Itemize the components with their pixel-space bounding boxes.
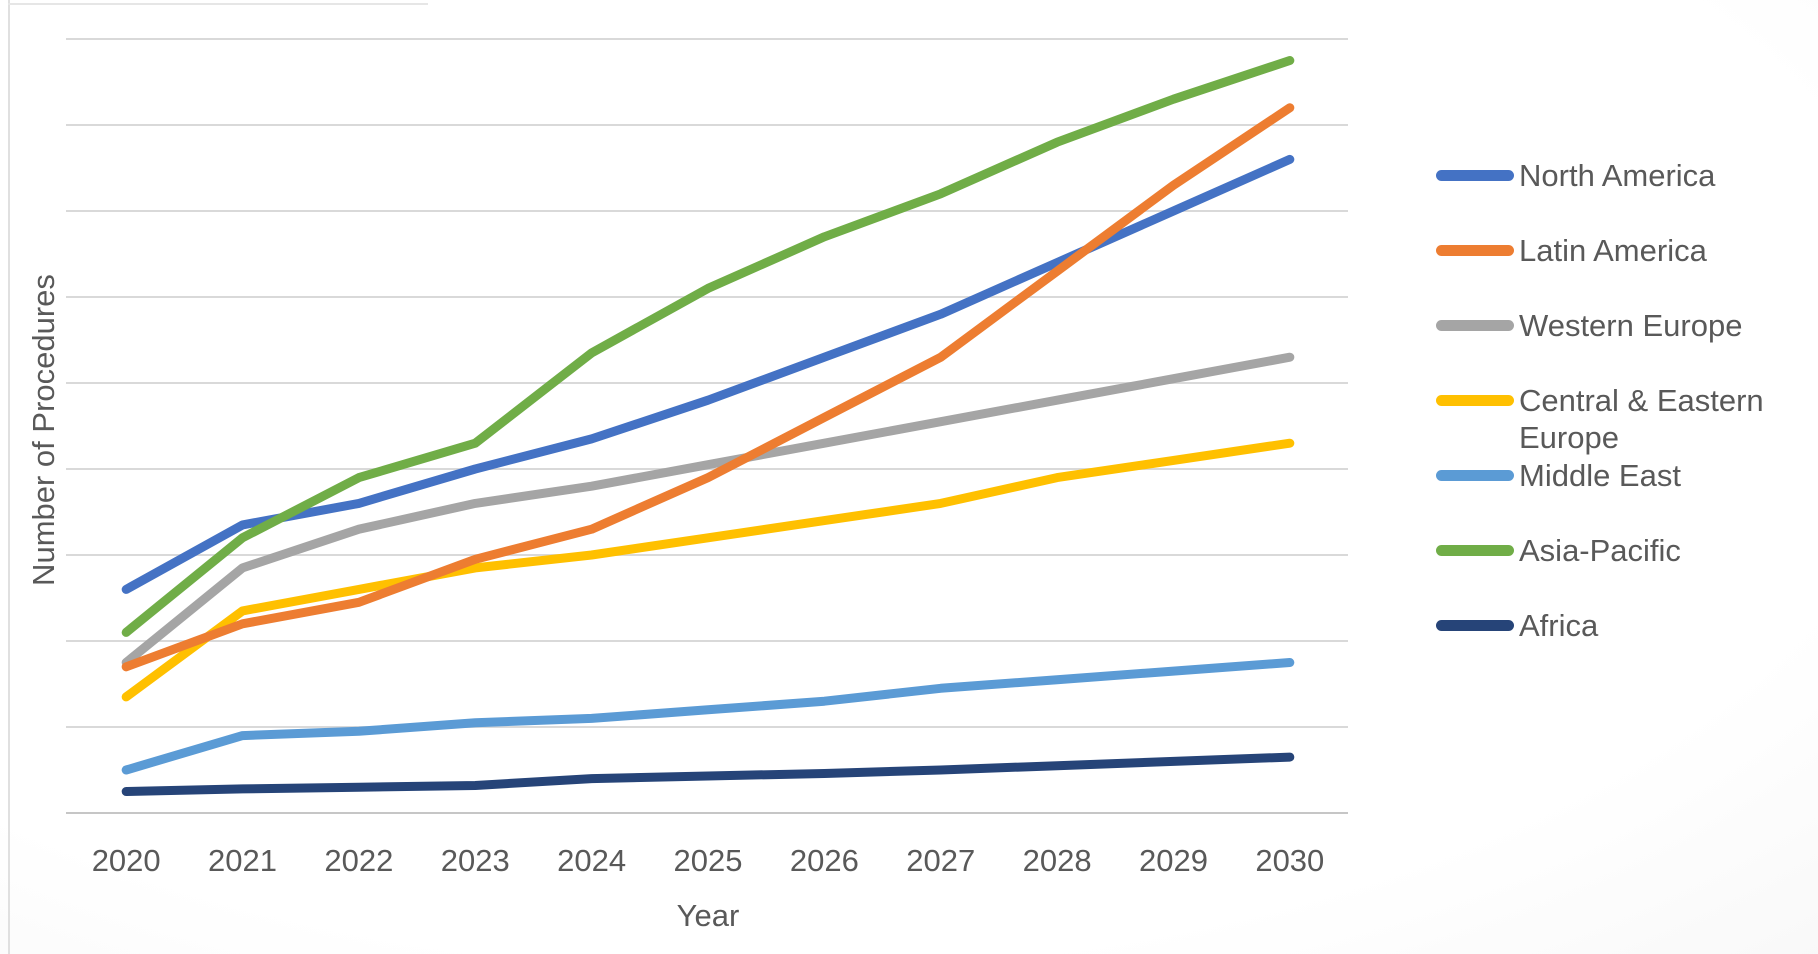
series-lines bbox=[121, 56, 1295, 796]
y-axis-title: Number of Procedures bbox=[26, 274, 61, 586]
legend-label: Middle East bbox=[1519, 458, 1681, 493]
legend-item-western-europe: Western Europe bbox=[1436, 307, 1742, 344]
legend-swatch-north-america bbox=[1436, 170, 1514, 181]
legend-swatch-central-eastern-europe bbox=[1436, 395, 1514, 406]
x-axis-tick-label: 2023 bbox=[440, 843, 510, 878]
x-axis-tick-label: 2021 bbox=[208, 843, 278, 878]
series-line-middle-east bbox=[121, 658, 1295, 775]
legend-item-north-america: North America bbox=[1436, 157, 1715, 194]
legend-label: Latin America bbox=[1519, 233, 1707, 268]
legend-item-asia-pacific: Asia-Pacific bbox=[1436, 532, 1681, 569]
x-axis-tick-label: 2026 bbox=[789, 843, 859, 878]
page-edge-top bbox=[8, 3, 428, 5]
page-edge-left bbox=[8, 0, 10, 954]
x-axis-tick-label: 2020 bbox=[91, 843, 161, 878]
series-line-latin-america bbox=[121, 103, 1295, 672]
series-line-africa bbox=[121, 752, 1295, 796]
legend-item-central-eastern-europe: Central & Eastern Europe bbox=[1436, 382, 1801, 456]
x-axis-tick-label: 2027 bbox=[906, 843, 976, 878]
x-axis-tick-label: 2028 bbox=[1022, 843, 1092, 878]
x-axis-title: Year bbox=[676, 898, 740, 933]
x-axis-tick-label: 2022 bbox=[324, 843, 394, 878]
legend-swatch-latin-america bbox=[1436, 245, 1514, 256]
legend-swatch-western-europe bbox=[1436, 320, 1514, 331]
x-axis-tick-label: 2029 bbox=[1138, 843, 1208, 878]
legend-item-africa: Africa bbox=[1436, 607, 1598, 644]
legend-label: Central & Eastern Europe bbox=[1519, 383, 1764, 455]
gridlines bbox=[66, 38, 1348, 814]
legend-label: North America bbox=[1519, 158, 1716, 193]
legend-item-middle-east: Middle East bbox=[1436, 457, 1681, 494]
legend-swatch-africa bbox=[1436, 620, 1514, 631]
series-line-western-europe bbox=[121, 352, 1295, 667]
legend-item-latin-america: Latin America bbox=[1436, 232, 1707, 269]
legend-label: Africa bbox=[1519, 608, 1599, 643]
legend-swatch-middle-east bbox=[1436, 470, 1514, 481]
legend-label: Asia-Pacific bbox=[1519, 533, 1681, 568]
x-axis-tick-label: 2024 bbox=[557, 843, 627, 878]
series-line-asia-pacific bbox=[121, 56, 1295, 637]
x-axis-tick-label: 2030 bbox=[1255, 843, 1325, 878]
legend-swatch-asia-pacific bbox=[1436, 545, 1514, 556]
series-line-central-eastern-europe bbox=[121, 438, 1295, 702]
legend-label: Western Europe bbox=[1519, 308, 1743, 343]
x-axis-tick-label: 2025 bbox=[673, 843, 743, 878]
